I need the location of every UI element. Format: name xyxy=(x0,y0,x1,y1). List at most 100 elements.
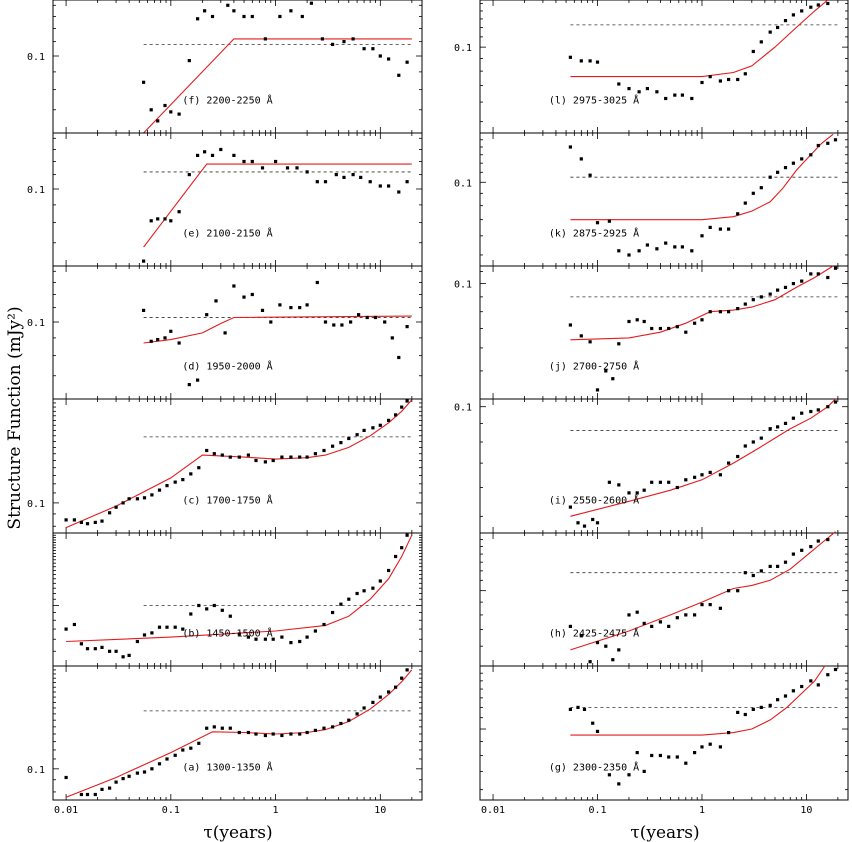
data-point xyxy=(142,259,146,263)
data-point xyxy=(394,413,398,417)
data-point xyxy=(142,496,147,500)
data-point xyxy=(642,319,646,324)
panel-e: 0.1 (e) 2100-2150 Å xyxy=(27,132,423,267)
data-point xyxy=(121,501,125,505)
data-point xyxy=(298,732,302,736)
data-point xyxy=(635,318,639,322)
data-point xyxy=(340,323,344,327)
data-point xyxy=(322,622,326,627)
panel-label: (h) 2425-2475 Å xyxy=(549,627,639,640)
data-point xyxy=(397,355,401,360)
panel-frame xyxy=(479,265,849,400)
data-point xyxy=(826,405,830,409)
data-point xyxy=(591,721,595,725)
data-point xyxy=(205,313,209,317)
data-point xyxy=(142,633,147,637)
data-point xyxy=(650,326,654,331)
data-point xyxy=(220,608,224,612)
data-point xyxy=(400,546,404,550)
data-point xyxy=(826,141,830,145)
data-point xyxy=(588,173,592,177)
data-point xyxy=(173,625,177,629)
data-point xyxy=(791,13,795,17)
data-point xyxy=(149,219,153,223)
model-curve xyxy=(143,315,412,344)
data-point xyxy=(100,519,104,523)
data-point xyxy=(323,180,328,184)
data-point xyxy=(169,329,173,333)
data-point xyxy=(604,644,608,648)
data-point xyxy=(595,388,600,392)
data-point xyxy=(157,488,162,492)
data-point xyxy=(635,751,639,755)
data-point xyxy=(617,782,621,786)
data-point xyxy=(405,668,409,672)
data-point xyxy=(568,624,572,628)
data-point xyxy=(197,603,201,608)
data-point xyxy=(667,480,671,484)
data-point xyxy=(627,773,631,777)
data-point xyxy=(394,685,398,689)
data-point xyxy=(667,624,671,628)
data-point xyxy=(833,266,838,270)
data-point xyxy=(114,505,118,509)
data-point xyxy=(347,718,351,722)
data-point xyxy=(727,227,731,231)
data-point xyxy=(64,627,68,631)
panel-frame xyxy=(52,132,423,267)
data-point xyxy=(680,245,684,249)
data-point xyxy=(736,212,740,216)
data-point xyxy=(250,292,254,297)
data-point xyxy=(684,761,688,765)
data-point xyxy=(163,103,167,108)
data-point xyxy=(108,511,112,515)
data-point xyxy=(263,37,267,41)
data-point xyxy=(228,614,232,618)
data-point xyxy=(768,30,772,34)
data-point xyxy=(751,707,755,711)
data-point xyxy=(242,295,246,299)
data-point xyxy=(149,339,153,343)
data-point xyxy=(271,637,275,641)
data-point xyxy=(727,461,731,465)
data-point xyxy=(768,427,772,431)
data-point xyxy=(776,170,780,174)
data-point xyxy=(189,472,193,476)
data-point xyxy=(274,159,278,164)
data-point xyxy=(156,217,160,221)
data-point xyxy=(278,14,282,19)
data-point xyxy=(313,728,317,732)
data-point xyxy=(693,613,697,617)
data-point xyxy=(617,82,621,86)
data-point xyxy=(751,440,755,444)
y-tick-label: 0.1 xyxy=(27,185,45,196)
data-point xyxy=(181,748,185,752)
data-point xyxy=(637,249,641,253)
data-point xyxy=(250,159,254,164)
data-point xyxy=(635,610,639,614)
data-point xyxy=(108,649,112,653)
data-point xyxy=(617,249,621,253)
data-point xyxy=(759,705,763,709)
data-point xyxy=(232,153,236,157)
panel-frame xyxy=(52,665,423,801)
data-point xyxy=(355,712,359,716)
data-point xyxy=(783,166,788,170)
data-point xyxy=(690,96,694,101)
data-point xyxy=(727,77,731,82)
model-curve xyxy=(570,665,826,736)
data-point xyxy=(135,771,139,775)
data-point xyxy=(237,730,241,735)
data-point xyxy=(295,166,299,170)
data-point xyxy=(289,641,293,645)
data-point xyxy=(736,307,740,311)
data-point xyxy=(305,730,309,735)
data-point xyxy=(751,573,755,578)
data-point xyxy=(254,458,258,463)
data-point xyxy=(595,221,600,225)
panel-g: (g) 2300-2350 Å xyxy=(479,665,849,801)
data-point xyxy=(743,571,747,575)
data-point xyxy=(708,310,712,314)
data-point xyxy=(700,473,704,477)
